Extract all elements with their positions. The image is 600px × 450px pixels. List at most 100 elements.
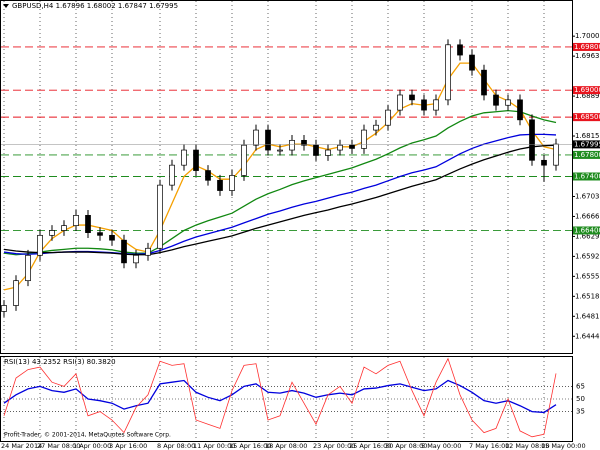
y-tick-label: 1.68150	[575, 132, 600, 140]
level-label: 1.68500	[574, 113, 600, 121]
price-label: 1.67995	[574, 140, 600, 148]
candle-body	[421, 99, 427, 111]
x-tick-label: 5 May 00:00	[421, 442, 461, 450]
candle-body	[457, 44, 463, 56]
candle-body	[505, 99, 511, 106]
candle-body	[517, 99, 523, 121]
candle-body	[25, 254, 31, 282]
x-tick-label: 3 Apr 16:00	[109, 442, 147, 450]
candle-body	[325, 149, 331, 156]
indicator-line	[3, 379, 557, 414]
candle-body	[61, 225, 67, 231]
price-tag	[573, 140, 600, 149]
x-tick-label: 12 May 08:00	[505, 442, 550, 450]
candle-body	[397, 94, 403, 111]
candle-body	[313, 144, 319, 156]
y-tick-label: 1.66660	[575, 212, 600, 220]
x-tick-label: 11 Apr 00:00	[193, 442, 235, 450]
candle-body	[217, 179, 223, 191]
candle-body	[253, 129, 259, 146]
candle-body	[289, 139, 295, 151]
y-tick-label: 1.65180	[575, 292, 600, 300]
x-tick-label: 15 Apr 16:00	[229, 442, 271, 450]
candle-body	[145, 247, 151, 256]
candle-body	[85, 215, 91, 233]
y-tick-label: 1.65550	[575, 272, 600, 280]
symbol-header: GBPUSD,H4 1.67896 1.68002 1.67847 1.6799…	[12, 2, 178, 10]
x-tick-label: 25 Apr 16:00	[349, 442, 391, 450]
candle-body	[433, 99, 439, 111]
candle-body	[493, 94, 499, 106]
y-tick-label: 1.65920	[575, 252, 600, 260]
level-label: 1.67800	[574, 151, 600, 159]
candle-body	[73, 215, 79, 226]
candle-body	[385, 109, 391, 126]
x-tick-label: 30 Apr 08:00	[385, 442, 427, 450]
candle-body	[49, 230, 55, 236]
candle-body	[169, 164, 175, 186]
level-tag	[573, 150, 600, 159]
rsi-header: RSI(13) 43.2352 RSI(3) 80.3820	[4, 358, 116, 366]
y-tick-label: 1.64810	[575, 312, 600, 320]
candle-body	[481, 69, 487, 96]
y-tick-label: 1.64440	[575, 332, 600, 340]
indicator-line	[3, 357, 557, 438]
candle-body	[241, 144, 247, 176]
candle-body	[361, 129, 367, 149]
level-label: 1.67400	[574, 173, 600, 181]
x-tick-label: 1 Apr 00:00	[73, 442, 111, 450]
y-tick-label: 1.70000	[575, 32, 600, 40]
main-frame	[0, 0, 573, 354]
level-tag	[573, 42, 600, 51]
candle-body	[205, 170, 211, 181]
candle-body	[133, 254, 139, 264]
candle-body	[265, 129, 271, 151]
candle-body	[157, 184, 163, 249]
candle-body	[373, 124, 379, 131]
candle-body	[301, 139, 307, 146]
level-tag	[573, 113, 600, 122]
x-tick-label: 8 Apr 08:00	[157, 442, 195, 450]
candle-body	[193, 149, 199, 171]
copyright: Profit-Trader, © 2001-2014, MetaQuotes S…	[4, 432, 171, 439]
indicator-line	[3, 109, 557, 256]
y-tick-label: 50	[576, 395, 585, 403]
x-tick-label: 27 Mar 08:00	[37, 442, 80, 450]
y-tick-label: 1.69630	[575, 52, 600, 60]
candle-body	[409, 94, 415, 101]
rsi-frame	[0, 356, 573, 442]
candle-body	[349, 144, 355, 149]
candle-body	[553, 143, 559, 166]
level-tag	[573, 86, 600, 95]
candle-body	[541, 159, 547, 166]
candle-body	[469, 54, 475, 71]
x-tick-label: 24 Mar 2014	[1, 442, 42, 450]
candle-body	[529, 119, 535, 161]
candle-body	[121, 239, 127, 264]
level-tag	[573, 226, 600, 235]
candle-body	[13, 280, 19, 306]
candle-body	[109, 234, 115, 241]
menu-arrow[interactable]	[3, 4, 9, 8]
x-tick-label: 15 May 00:00	[541, 442, 586, 450]
y-tick-label: 35	[576, 408, 585, 416]
y-tick-label: 1.67030	[575, 192, 600, 200]
candle-body	[181, 149, 187, 166]
level-label: 1.69000	[574, 86, 600, 94]
candle-body	[445, 44, 451, 101]
level-label: 1.66400	[574, 226, 600, 234]
candle-body	[337, 144, 343, 151]
candle-body	[97, 232, 103, 236]
indicator-line	[3, 144, 557, 256]
level-tag	[573, 172, 600, 181]
candle-body	[37, 234, 43, 256]
x-tick-label: 23 Apr 00:00	[313, 442, 355, 450]
x-tick-label: 7 May 16:00	[469, 442, 509, 450]
y-tick-label: 65	[576, 382, 585, 390]
y-tick-label: 1.66290	[575, 232, 600, 240]
candle-body	[277, 149, 283, 152]
level-label: 1.69800	[574, 43, 600, 51]
candle-body	[229, 175, 235, 191]
